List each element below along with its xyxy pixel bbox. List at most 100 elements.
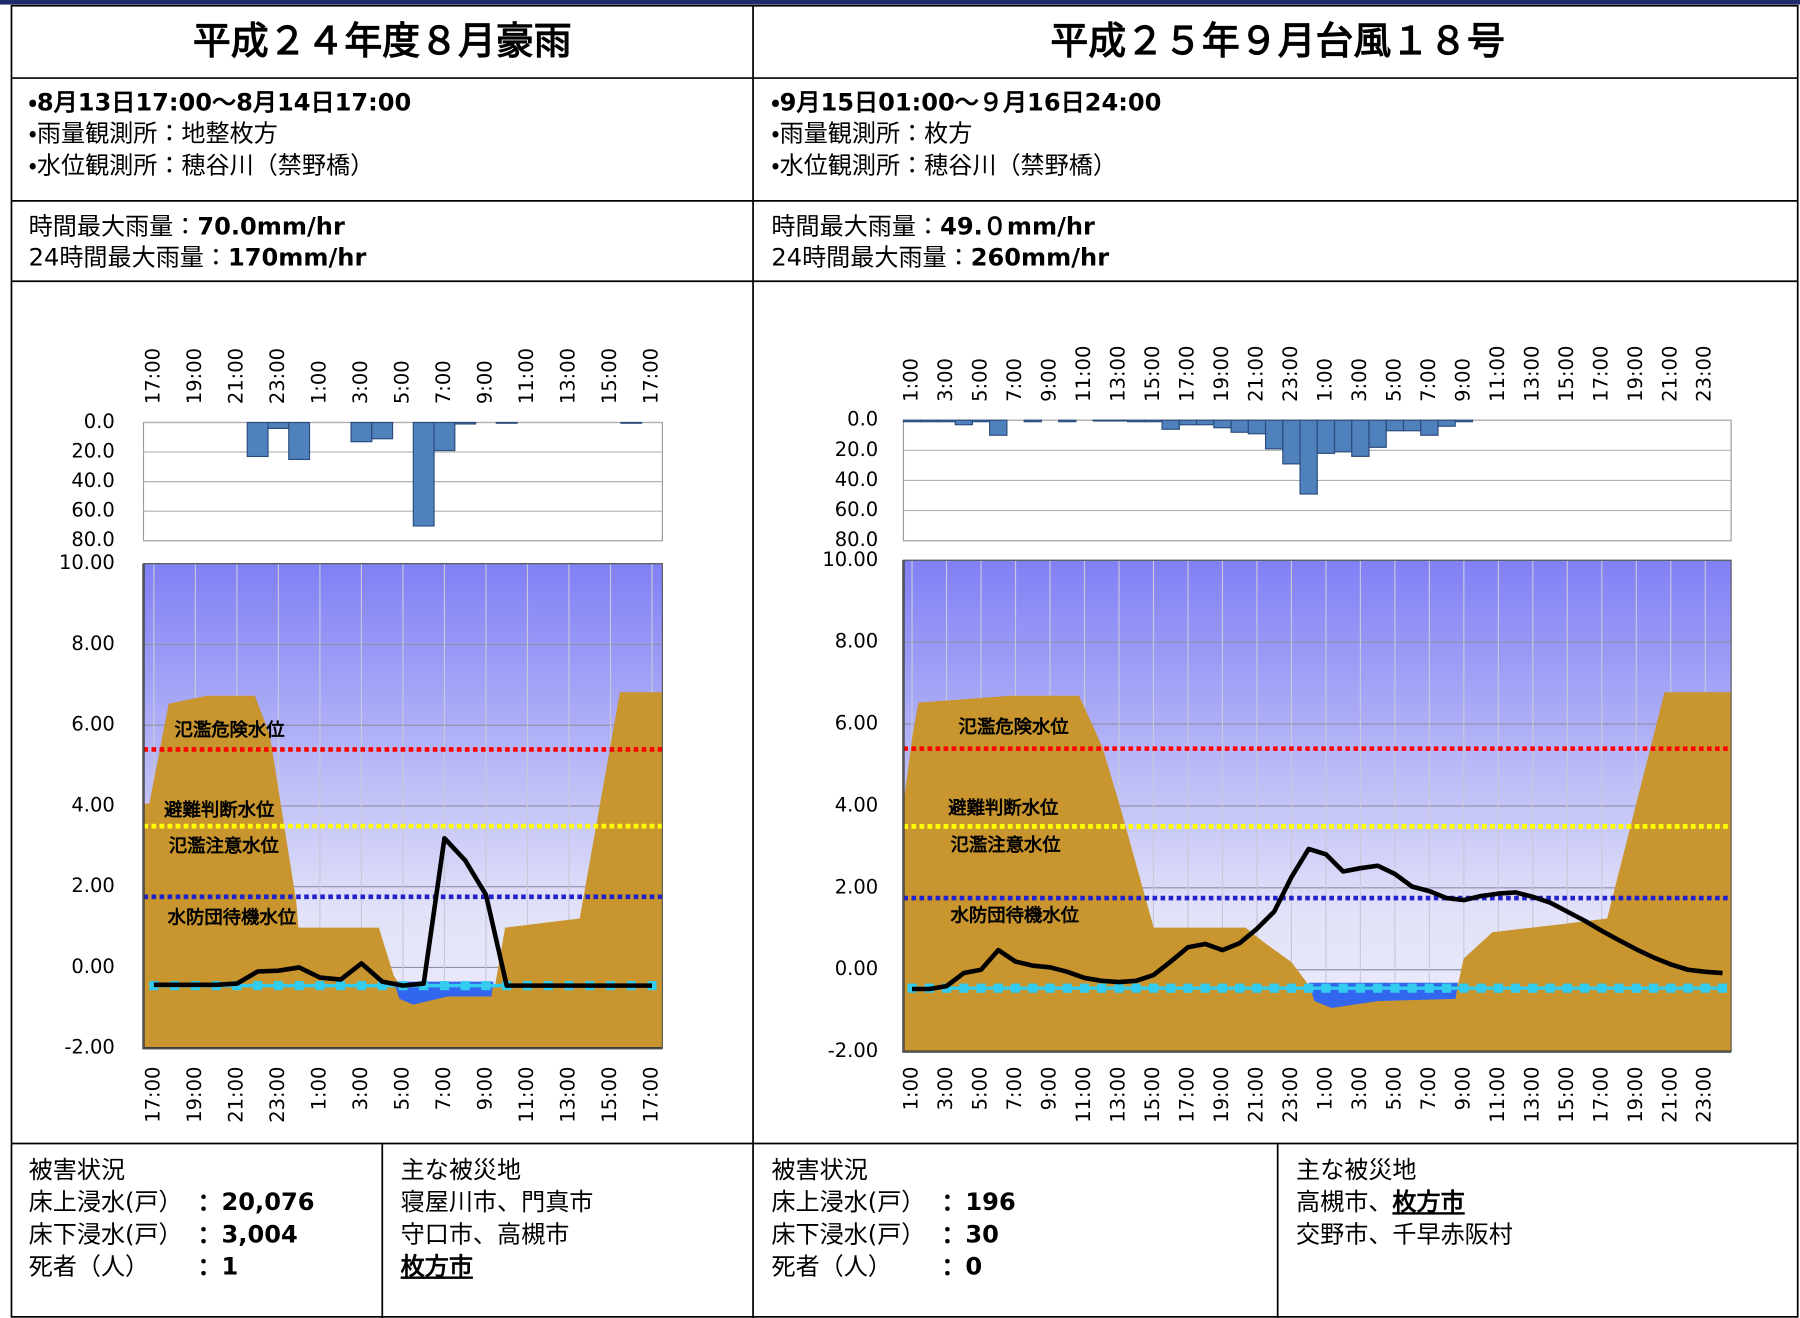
x-tick-label: 9:00 [1451, 1067, 1474, 1111]
damage-label: 死者（人） [771, 1252, 891, 1280]
y-tick-label: -2.00 [828, 1039, 878, 1062]
line-chart: 10.00 8.00 6.00 4.00 2.00 0.00 -2.00 17:00 19:00… [59, 551, 663, 1123]
damage-title: 被害状況 [29, 1156, 125, 1184]
bar [433, 421, 456, 452]
area-name: 枚方市 [1392, 1188, 1464, 1216]
bar [1023, 419, 1042, 423]
max-rain-value: 70.0mm/hr [197, 212, 345, 240]
x-tick-label: 5:00 [1382, 358, 1405, 402]
damage-label: 床上浸水(戸） [29, 1188, 183, 1216]
series-marker [976, 983, 986, 993]
damage-label: 床下浸水(戸） [771, 1220, 925, 1248]
line-chart: 10.00 8.00 6.00 4.00 2.00 0.00 -2.00 1:00 3:00 5:… [822, 548, 1732, 1123]
bar [902, 419, 922, 423]
x-tick-label: 3:00 [934, 358, 957, 402]
y-tick-label: 6.00 [835, 712, 878, 735]
series-marker [1407, 983, 1417, 993]
x-tick-label: 11:00 [515, 348, 538, 404]
series-marker [1528, 983, 1538, 993]
x-tick-label: 9:00 [1451, 358, 1474, 402]
damage-value: ：3,004 [197, 1220, 297, 1248]
area-line: 交野市、千早赤阪村 [1296, 1220, 1513, 1248]
max-rain-label: 24時間最大雨量： [29, 243, 228, 271]
series-marker [1097, 983, 1107, 993]
threshold-label: 避難判断水位 [948, 797, 1059, 819]
y-tick-label: 8.00 [71, 632, 114, 655]
area-name: 交野市、千早赤阪村 [1296, 1220, 1513, 1248]
x-tick-label: 23:00 [1279, 346, 1302, 402]
bar [1420, 419, 1439, 436]
max-rain-label: 時間最大雨量： [771, 212, 940, 240]
damage-value: ：196 [941, 1188, 1015, 1216]
series-marker [1373, 983, 1383, 993]
area-line: 守口市、高槻市 [401, 1220, 570, 1248]
series-marker [1683, 983, 1693, 993]
x-tick-label: 23:00 [1279, 1067, 1302, 1123]
max-rain: 24時間最大雨量：260mm/hr [771, 243, 1109, 271]
x-tick-label: 15:00 [1141, 346, 1164, 402]
max-rain-value: 170mm/hr [228, 243, 366, 271]
bar [1161, 419, 1180, 430]
damage-title: 被害状況 [771, 1156, 867, 1184]
x-tick-label: 3:00 [1348, 358, 1371, 402]
bar-chart: 0.0 20.0 40.0 60.0 80.0 1:00 3:00 5:00 7:00 9:00 1… [835, 346, 1732, 551]
series-marker [1648, 983, 1659, 993]
series-marker [377, 981, 387, 991]
series-marker [1183, 983, 1193, 993]
frame [10, 4, 1799, 1318]
x-tick-label: 19:00 [183, 348, 206, 404]
series-marker [1579, 983, 1590, 993]
series-marker [993, 983, 1003, 993]
bar [288, 421, 311, 461]
bar [1230, 419, 1249, 433]
y-tick-label: 60.0 [71, 499, 114, 522]
x-tick-label: 3:00 [934, 1067, 957, 1111]
y-tick-label: 10.00 [822, 548, 878, 571]
x-tick-label: 17:00 [141, 1067, 164, 1123]
area-line: 寝屋川市、門真市 [401, 1188, 594, 1216]
damage-label: 床下浸水(戸） [29, 1220, 183, 1248]
series-marker [1510, 983, 1521, 993]
bar [1402, 419, 1422, 432]
series-marker [1200, 983, 1210, 993]
series-marker [1286, 983, 1297, 993]
bar [454, 421, 477, 425]
bar [1333, 419, 1353, 453]
damage-value: ：30 [941, 1220, 999, 1248]
bar [1385, 419, 1405, 432]
bar [971, 419, 991, 423]
x-tick-label: 1:00 [307, 360, 330, 404]
y-tick-label: 20.0 [835, 438, 878, 461]
series-marker [1597, 983, 1607, 993]
x-tick-label: 13:00 [556, 348, 579, 404]
series-marker [1304, 983, 1314, 993]
x-tick-label: 13:00 [1520, 1067, 1543, 1123]
series-marker [1390, 983, 1400, 993]
x-tick-label: 23:00 [1693, 1067, 1716, 1123]
series-marker [1252, 983, 1262, 993]
x-tick-label: 9:00 [1038, 1067, 1061, 1111]
x-tick-label: 17:00 [1175, 346, 1198, 402]
x-tick-label: 21:00 [1658, 346, 1681, 402]
series-marker [1442, 983, 1452, 993]
y-tick-label: 0.0 [847, 408, 878, 431]
bar [1144, 419, 1163, 423]
x-tick-label: 19:00 [1624, 346, 1647, 402]
x-tick-label: 5:00 [969, 358, 992, 402]
series-marker [1235, 983, 1245, 993]
station: ・雨量観測所：地整枚方 [29, 119, 278, 147]
area-name: 枚方市 [401, 1252, 473, 1280]
bar [1454, 419, 1474, 423]
x-tick-label: 21:00 [1244, 1067, 1267, 1123]
x-tick-label: 13:00 [1520, 346, 1543, 402]
x-tick-label: 7:00 [1003, 358, 1026, 402]
bar-chart: 0.0 20.0 40.0 60.0 80.0 17:00 19:00 21:00 23:00 1… [71, 348, 663, 551]
x-tick-label: 15:00 [1555, 1067, 1578, 1123]
x-tick-label: 19:00 [183, 1067, 206, 1123]
y-tick-label: 2.00 [835, 875, 878, 898]
series-line [153, 835, 652, 988]
x-tick-label: 5:00 [390, 360, 413, 404]
x-tick-label: 21:00 [224, 1067, 247, 1123]
x-tick-label: 1:00 [1313, 358, 1336, 402]
bank-profile [903, 692, 1732, 1052]
